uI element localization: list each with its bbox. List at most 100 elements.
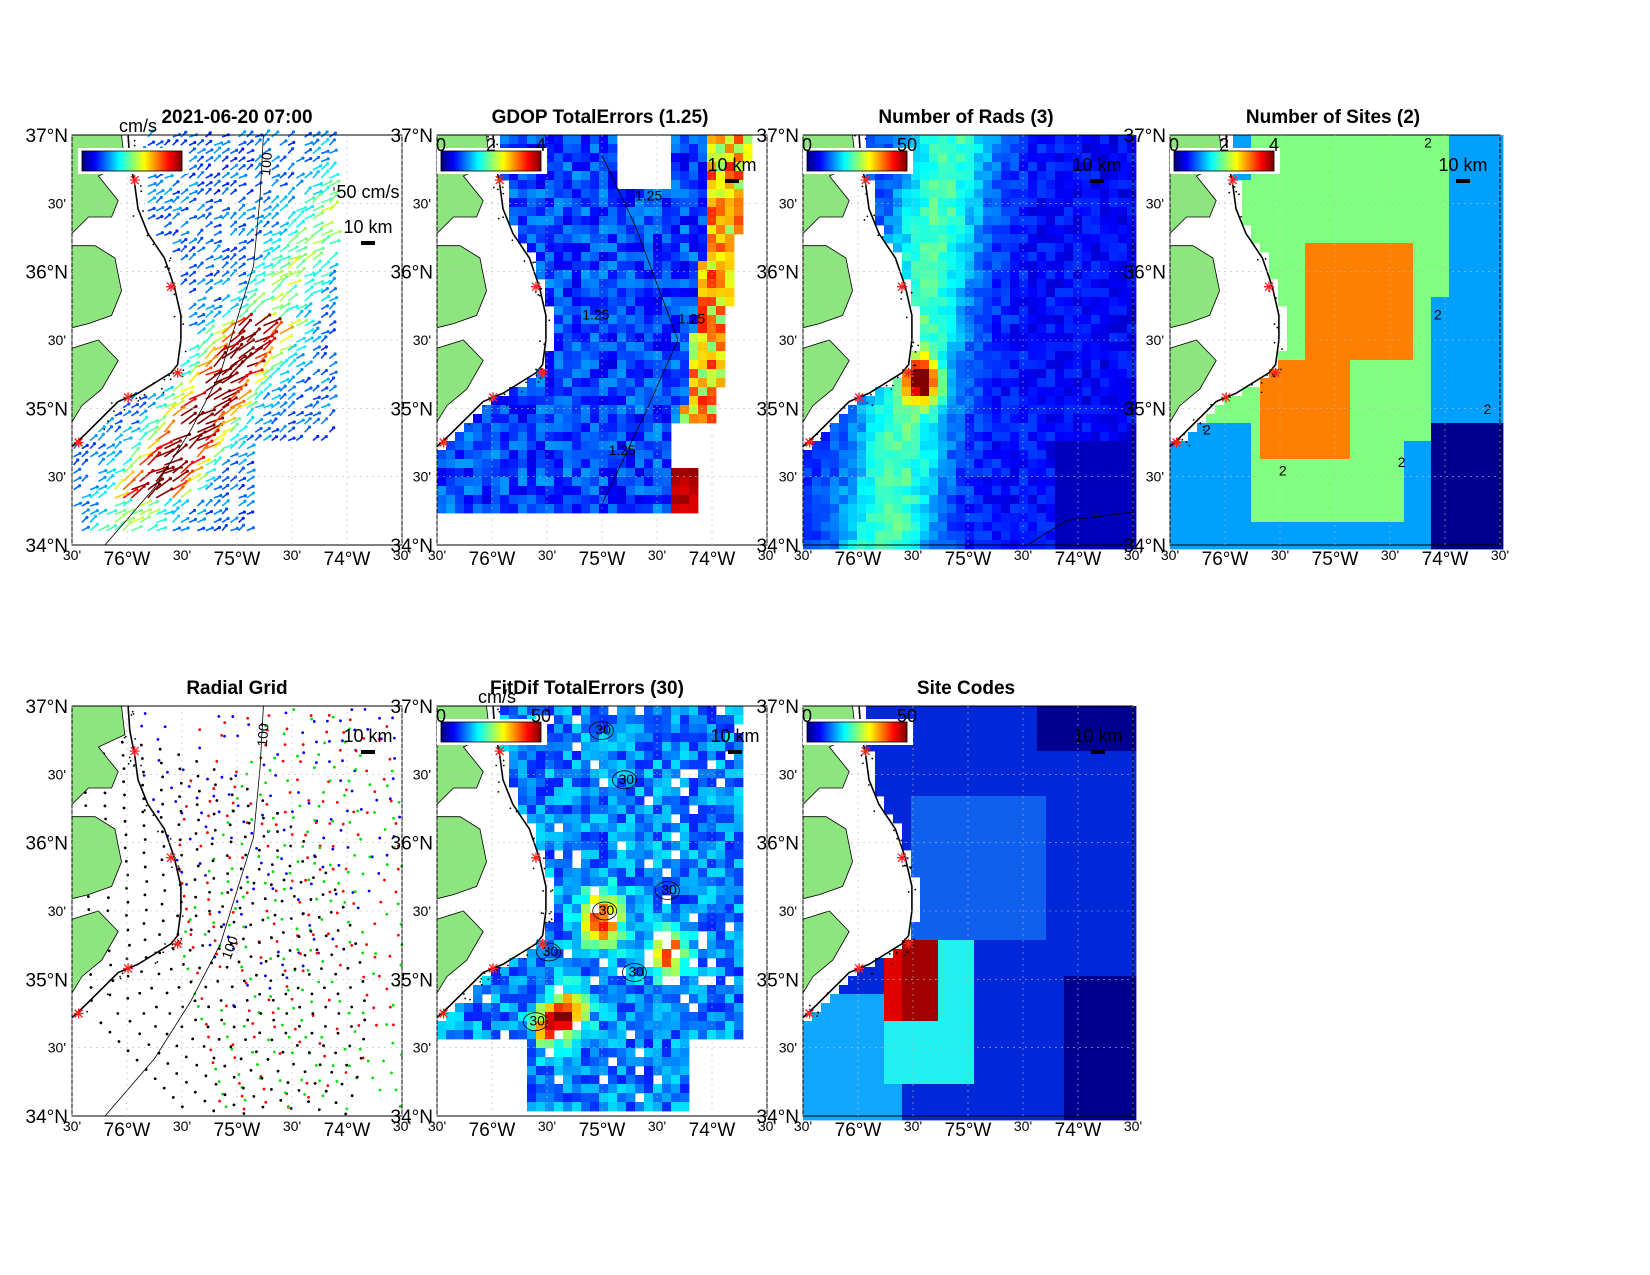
- y-tick-label: 36°N: [26, 263, 68, 284]
- contour-label: 2: [1424, 134, 1432, 150]
- y-tick-label: 36°N: [391, 834, 433, 855]
- radar-site-marker: [903, 938, 914, 949]
- radar-site-marker: [488, 392, 499, 403]
- radar-site-marker: [1264, 281, 1274, 292]
- x-tick-label: 30': [63, 547, 81, 563]
- radar-site-marker: [494, 746, 505, 757]
- y-tick-label: 36°N: [26, 834, 68, 855]
- x-tick-label: 30': [758, 1118, 776, 1134]
- x-tick-label: 76°W: [835, 549, 882, 570]
- radar-site-marker: [804, 437, 815, 448]
- scale-bar: 10 km: [343, 726, 393, 754]
- colorbar-tick-label: 50: [897, 135, 917, 155]
- panel-title: FitDif TotalErrors (30): [490, 678, 684, 699]
- scale-vector-label: 50 cm/s: [336, 182, 399, 202]
- y-tick-label: 36°N: [757, 263, 799, 284]
- isobath-contour: [104, 705, 264, 1117]
- x-tick-label: 74°W: [689, 549, 736, 570]
- gdop-contour: [601, 155, 679, 505]
- y-minor-tick-label: 30': [413, 766, 431, 782]
- radar-site-marker: [860, 175, 871, 186]
- radar-site-marker: [903, 367, 914, 378]
- y-tick-label: 34°N: [391, 536, 433, 557]
- x-tick-label: 30': [283, 1118, 301, 1134]
- radar-site-marker: [897, 281, 907, 292]
- x-tick-label: 75°W: [945, 549, 992, 570]
- colorbar-tick-label: 4: [1269, 135, 1279, 155]
- radar-site-marker: [1227, 175, 1238, 186]
- contour-label: 1.25: [609, 442, 636, 458]
- x-tick-label: 75°W: [579, 549, 626, 570]
- x-tick-label: 30': [758, 547, 776, 563]
- colorbar-units: cm/s: [119, 116, 157, 136]
- colorbar-tick-label: 50: [531, 706, 551, 726]
- contour-label: 30: [661, 882, 677, 898]
- radar-site-marker: [172, 367, 183, 378]
- y-minor-tick-label: 30': [779, 332, 797, 348]
- colorbar-tick-label: 4: [536, 135, 546, 155]
- y-minor-tick-label: 30': [48, 903, 66, 919]
- panel-title: Site Codes: [917, 678, 1015, 699]
- x-tick-label: 30': [1271, 547, 1289, 563]
- x-tick-label: 76°W: [104, 549, 151, 570]
- panel-fitdif: 3030303030303037°N36°N35°N34°N30'30'30'3…: [391, 678, 777, 1141]
- y-tick-label: 36°N: [391, 263, 433, 284]
- x-tick-label: 74°W: [324, 1120, 371, 1141]
- y-minor-tick-label: 30': [779, 469, 797, 485]
- panel-title: Number of Rads (3): [878, 107, 1053, 128]
- x-tick-label: 30': [538, 547, 556, 563]
- radar-site-marker: [531, 852, 541, 863]
- radar-site-marker: [488, 963, 499, 974]
- x-tick-label: 30': [1161, 547, 1179, 563]
- panel-title: 2021-06-20 07:00: [161, 107, 312, 128]
- y-tick-label: 37°N: [1124, 126, 1166, 147]
- y-tick-label: 34°N: [757, 1107, 799, 1128]
- radar-site-marker: [1171, 437, 1182, 448]
- panel-gdop: 1.251.251.251.2537°N36°N35°N34°N30'30'30…: [391, 107, 777, 570]
- colorbar-units: cm/s: [478, 687, 516, 707]
- radar-site-marker: [123, 963, 134, 974]
- y-tick-label: 37°N: [757, 126, 799, 147]
- scale-bar-label: 10 km: [1438, 155, 1487, 175]
- x-tick-label: 30': [173, 1118, 191, 1134]
- scale-bar-label: 10 km: [710, 726, 759, 746]
- colorbar: 0 50 cm/s: [436, 687, 551, 745]
- scale-bar: 10 km: [1072, 155, 1122, 183]
- isobath-label: 100: [257, 151, 275, 176]
- radar-site-marker: [854, 963, 865, 974]
- contour-label: 2: [1398, 454, 1406, 470]
- scale-bar-label: 10 km: [343, 217, 392, 237]
- isobath-label: 100: [254, 722, 272, 747]
- contour-label: 30: [599, 902, 615, 918]
- x-tick-label: 30': [1491, 547, 1509, 563]
- y-tick-label: 34°N: [757, 536, 799, 557]
- y-minor-tick-label: 30': [779, 1040, 797, 1056]
- y-minor-tick-label: 30': [48, 469, 66, 485]
- colorbar-tick-label: 0: [436, 706, 446, 726]
- radar-site-marker: [172, 938, 183, 949]
- radar-site-marker: [129, 175, 140, 186]
- y-tick-label: 35°N: [1124, 399, 1166, 420]
- scale-bar-label: 10 km: [707, 155, 756, 175]
- y-minor-tick-label: 30': [48, 766, 66, 782]
- y-minor-tick-label: 30': [48, 1040, 66, 1056]
- x-tick-label: 30': [173, 547, 191, 563]
- colorbar: 0 50: [802, 135, 917, 174]
- scale-bar: 10 km: [707, 155, 757, 183]
- scale-bar: 10 km: [1438, 155, 1488, 183]
- x-tick-label: 30': [393, 547, 411, 563]
- x-tick-label: 76°W: [469, 1120, 516, 1141]
- panel-title: Radial Grid: [186, 678, 287, 699]
- contour-label: 1.25: [635, 188, 662, 204]
- radar-site-marker: [854, 392, 865, 403]
- y-tick-label: 36°N: [1124, 263, 1166, 284]
- x-tick-label: 30': [794, 547, 812, 563]
- x-tick-label: 30': [1014, 547, 1032, 563]
- radar-site-marker: [537, 367, 548, 378]
- x-tick-label: 30': [904, 1118, 922, 1134]
- x-tick-label: 76°W: [469, 549, 516, 570]
